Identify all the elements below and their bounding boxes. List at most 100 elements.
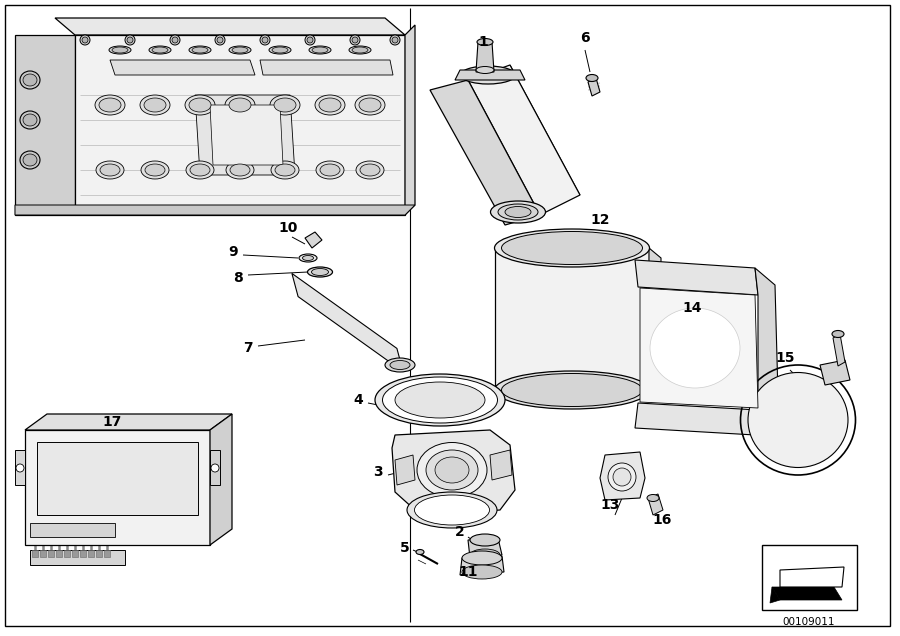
Circle shape [392, 37, 398, 43]
Text: 12: 12 [590, 213, 610, 227]
Polygon shape [260, 60, 393, 75]
Ellipse shape [382, 377, 498, 423]
Text: 3: 3 [374, 465, 382, 479]
Polygon shape [80, 550, 86, 557]
Polygon shape [405, 25, 415, 215]
Polygon shape [468, 65, 580, 215]
Ellipse shape [586, 74, 598, 81]
Ellipse shape [189, 98, 211, 112]
Ellipse shape [270, 95, 300, 115]
Ellipse shape [269, 46, 291, 54]
Polygon shape [600, 452, 645, 500]
Ellipse shape [426, 450, 478, 490]
Polygon shape [64, 550, 70, 557]
Polygon shape [15, 205, 415, 215]
Polygon shape [195, 95, 295, 175]
Ellipse shape [141, 161, 169, 179]
Ellipse shape [274, 98, 296, 112]
Polygon shape [640, 288, 758, 408]
Ellipse shape [417, 443, 487, 497]
Text: 13: 13 [600, 498, 620, 512]
Text: 16: 16 [652, 513, 671, 527]
Ellipse shape [395, 382, 485, 418]
Polygon shape [305, 232, 322, 248]
Ellipse shape [359, 98, 381, 112]
Text: 14: 14 [682, 301, 702, 315]
Ellipse shape [232, 47, 248, 53]
Polygon shape [635, 260, 758, 295]
Polygon shape [25, 430, 210, 545]
Text: 9: 9 [229, 245, 238, 259]
Polygon shape [72, 550, 78, 557]
Ellipse shape [311, 268, 328, 275]
Polygon shape [210, 414, 232, 545]
Ellipse shape [360, 164, 380, 176]
Ellipse shape [505, 207, 531, 218]
Polygon shape [455, 70, 525, 80]
Polygon shape [588, 78, 600, 96]
Circle shape [80, 35, 90, 45]
Circle shape [350, 35, 360, 45]
Ellipse shape [349, 46, 371, 54]
Ellipse shape [99, 98, 121, 112]
Polygon shape [210, 105, 283, 165]
Ellipse shape [355, 95, 385, 115]
Ellipse shape [23, 74, 37, 86]
Ellipse shape [415, 495, 490, 525]
Ellipse shape [20, 71, 40, 89]
Ellipse shape [20, 151, 40, 169]
Ellipse shape [390, 361, 410, 370]
Polygon shape [395, 455, 415, 485]
Ellipse shape [229, 46, 251, 54]
Ellipse shape [140, 95, 170, 115]
Polygon shape [772, 587, 842, 600]
Polygon shape [37, 442, 198, 515]
Ellipse shape [650, 308, 740, 388]
Ellipse shape [271, 161, 299, 179]
Text: 7: 7 [243, 341, 253, 355]
Ellipse shape [375, 374, 505, 426]
Ellipse shape [225, 95, 255, 115]
Ellipse shape [498, 204, 538, 220]
Ellipse shape [477, 39, 493, 46]
Ellipse shape [407, 492, 497, 528]
Polygon shape [468, 538, 502, 558]
Ellipse shape [190, 164, 210, 176]
Ellipse shape [312, 47, 328, 53]
Circle shape [127, 37, 133, 43]
Ellipse shape [501, 373, 643, 406]
Ellipse shape [608, 463, 636, 491]
Polygon shape [30, 523, 115, 537]
Ellipse shape [100, 164, 120, 176]
Circle shape [170, 35, 180, 45]
Ellipse shape [613, 468, 631, 486]
Polygon shape [88, 550, 94, 557]
Circle shape [307, 37, 313, 43]
Text: 4: 4 [353, 393, 363, 407]
Circle shape [125, 35, 135, 45]
Ellipse shape [272, 47, 288, 53]
Polygon shape [15, 35, 75, 215]
Ellipse shape [416, 550, 424, 555]
Ellipse shape [501, 232, 643, 265]
Polygon shape [648, 494, 663, 515]
Circle shape [215, 35, 225, 45]
Ellipse shape [149, 46, 171, 54]
Ellipse shape [352, 47, 368, 53]
Ellipse shape [319, 98, 341, 112]
Ellipse shape [647, 495, 659, 502]
Polygon shape [32, 550, 38, 557]
Polygon shape [40, 550, 46, 557]
Ellipse shape [192, 47, 208, 53]
Polygon shape [55, 18, 405, 35]
Circle shape [390, 35, 400, 45]
Ellipse shape [302, 256, 313, 261]
Polygon shape [762, 545, 857, 610]
Polygon shape [649, 248, 661, 400]
Ellipse shape [229, 98, 251, 112]
Polygon shape [430, 80, 540, 225]
Text: 17: 17 [103, 415, 122, 429]
Text: 5: 5 [400, 541, 410, 555]
Text: 6: 6 [580, 31, 590, 45]
Polygon shape [48, 550, 54, 557]
